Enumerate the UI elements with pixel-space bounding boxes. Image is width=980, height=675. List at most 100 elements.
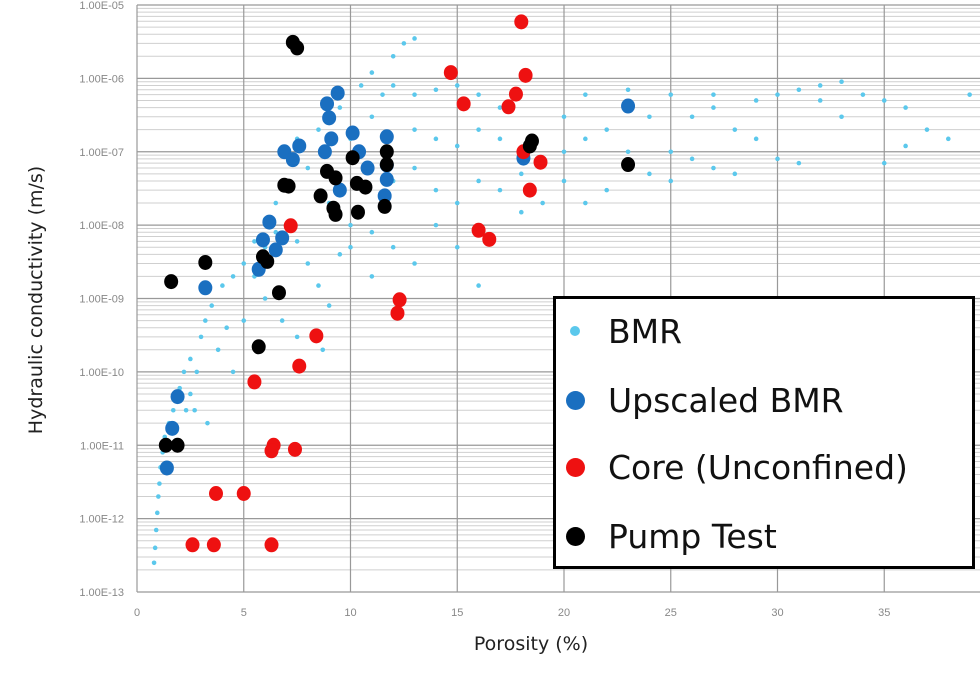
bmr-point bbox=[337, 105, 343, 110]
bmr-point bbox=[151, 560, 157, 566]
legend-label: Upscaled BMR bbox=[608, 380, 844, 420]
bmr-point bbox=[540, 200, 545, 206]
legend-marker-core bbox=[566, 457, 585, 477]
bmr-point bbox=[152, 545, 158, 551]
bmr-point bbox=[401, 41, 407, 46]
bmr-point bbox=[604, 127, 609, 132]
bmr-point bbox=[198, 334, 204, 340]
bmr-point bbox=[839, 79, 844, 85]
data-point bbox=[260, 253, 275, 269]
data-point bbox=[264, 537, 279, 553]
bmr-point bbox=[215, 347, 221, 353]
bmr-point bbox=[796, 87, 802, 93]
bmr-point bbox=[156, 494, 161, 499]
bmr-point bbox=[732, 127, 738, 132]
data-point bbox=[533, 154, 548, 170]
data-point bbox=[522, 182, 537, 198]
data-point bbox=[275, 230, 290, 246]
bmr-point bbox=[433, 187, 439, 193]
series-pump-test bbox=[158, 34, 636, 453]
data-point bbox=[443, 65, 458, 81]
bmr-point bbox=[647, 171, 652, 177]
bmr-point bbox=[188, 391, 193, 397]
bmr-point bbox=[775, 156, 780, 162]
y-tick-label: 1.00E-11 bbox=[80, 440, 124, 452]
bmr-point bbox=[689, 114, 695, 120]
data-point bbox=[271, 285, 286, 301]
data-point bbox=[360, 160, 375, 176]
y-tick-label: 1.00E-13 bbox=[79, 587, 124, 599]
bmr-point bbox=[433, 136, 439, 142]
bmr-point bbox=[775, 92, 780, 97]
data-point bbox=[621, 157, 636, 173]
data-point bbox=[208, 485, 223, 501]
bmr-point bbox=[294, 239, 300, 244]
bmr-point bbox=[154, 510, 160, 516]
data-point bbox=[322, 110, 337, 126]
data-point bbox=[320, 96, 335, 112]
x-tick-label: 0 bbox=[134, 607, 140, 619]
data-point bbox=[379, 144, 394, 160]
data-point bbox=[264, 443, 279, 459]
bmr-point bbox=[358, 83, 364, 88]
data-point bbox=[158, 437, 173, 453]
bmr-point bbox=[454, 244, 460, 250]
bmr-point bbox=[279, 318, 285, 323]
bmr-point bbox=[348, 244, 353, 250]
data-point bbox=[170, 389, 185, 405]
bmr-point bbox=[390, 83, 396, 88]
data-point bbox=[206, 537, 221, 553]
bmr-point bbox=[433, 87, 439, 93]
data-point bbox=[185, 537, 200, 553]
bmr-point bbox=[561, 114, 567, 120]
bmr-point bbox=[454, 200, 460, 206]
bmr-point bbox=[433, 222, 439, 228]
bmr-point bbox=[903, 105, 908, 110]
bmr-point bbox=[181, 369, 187, 375]
data-point bbox=[290, 40, 305, 56]
bmr-point bbox=[817, 83, 823, 88]
bmr-point bbox=[647, 114, 652, 120]
bmr-point bbox=[476, 178, 481, 184]
bmr-point bbox=[192, 407, 197, 413]
legend-marker-upscaled-bmr bbox=[566, 390, 585, 410]
bmr-point bbox=[689, 156, 695, 162]
data-point bbox=[379, 171, 394, 187]
bmr-point bbox=[732, 171, 738, 177]
data-point bbox=[345, 125, 360, 141]
bmr-point bbox=[230, 369, 236, 375]
bmr-point bbox=[294, 334, 300, 340]
bmr-point bbox=[497, 136, 503, 142]
legend-label: BMR bbox=[608, 311, 683, 351]
x-tick-label: 10 bbox=[344, 607, 356, 619]
data-point bbox=[390, 305, 405, 321]
data-point bbox=[501, 99, 516, 115]
bmr-point bbox=[753, 136, 759, 142]
bmr-point bbox=[796, 160, 802, 166]
bmr-point bbox=[316, 283, 321, 288]
data-point bbox=[309, 328, 324, 344]
bmr-point bbox=[348, 222, 353, 228]
data-point bbox=[332, 182, 347, 198]
y-tick-label: 1.00E-07 bbox=[79, 147, 124, 159]
legend: BMR Upscaled BMR Core (Unconfined) Pump … bbox=[553, 296, 975, 569]
bmr-point bbox=[183, 407, 189, 413]
data-point bbox=[508, 86, 523, 102]
bmr-point bbox=[519, 171, 524, 177]
data-point bbox=[471, 222, 486, 238]
data-point bbox=[159, 460, 174, 476]
bmr-point bbox=[668, 92, 674, 97]
data-point bbox=[255, 232, 270, 248]
bmr-point bbox=[188, 356, 193, 362]
bmr-point bbox=[390, 244, 396, 250]
bmr-point bbox=[209, 303, 215, 308]
data-point bbox=[377, 188, 392, 204]
data-point bbox=[379, 129, 394, 145]
x-tick-label: 5 bbox=[241, 607, 247, 619]
bmr-point bbox=[881, 160, 887, 166]
bmr-point bbox=[476, 283, 481, 288]
y-tick-label: 1.00E-08 bbox=[79, 220, 124, 232]
bmr-point bbox=[380, 92, 385, 97]
bmr-point bbox=[903, 143, 908, 149]
bmr-point bbox=[252, 239, 257, 244]
